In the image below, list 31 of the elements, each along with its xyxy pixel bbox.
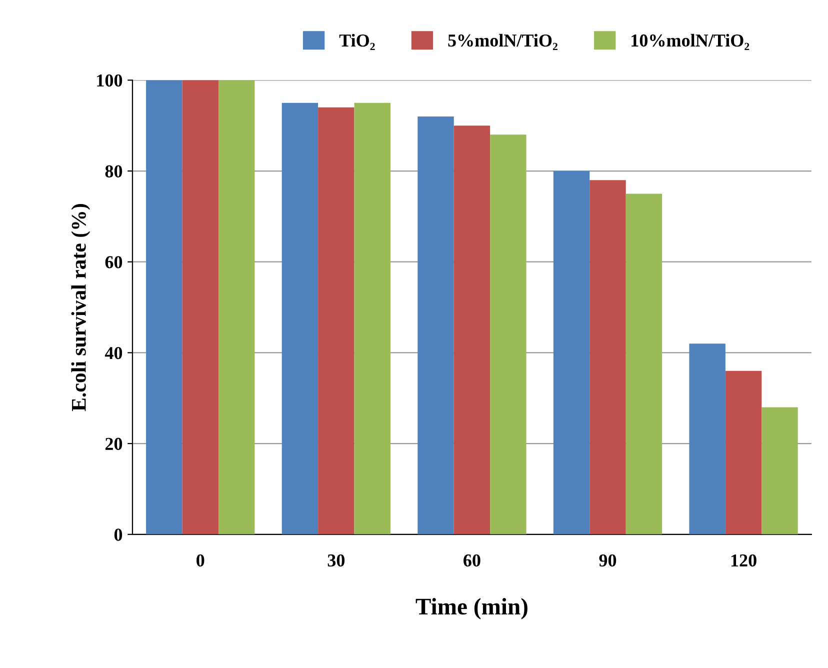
x-axis-title: Time (min) [416,598,528,620]
x-tick-label: 30 [328,554,345,567]
y-tick-label: 80 [105,165,122,178]
bar [490,134,526,534]
legend-label: 10%molN/TiO₂ [632,34,750,50]
x-tick-label: 60 [464,554,480,567]
y-tick-label: 0 [114,528,122,541]
y-tick-label: 40 [104,346,122,360]
bar [418,116,454,534]
bar [354,102,390,534]
bar [318,107,354,534]
bar [454,126,490,534]
bar [762,407,798,534]
bar [553,171,590,534]
legend-label: TiO₂ [339,34,375,50]
x-tick-label: 120 [731,554,756,567]
bar [182,80,218,534]
bar [689,344,726,534]
y-tick-label: 20 [105,438,122,450]
bar [626,194,662,534]
y-tick-label: 60 [105,256,122,268]
bar [218,80,255,534]
y-axis-title: E.coli survival rate (%) [71,204,90,412]
bar [282,102,318,534]
x-tick-label: 0 [196,554,204,567]
y-tick-label: 100 [97,74,122,87]
legend-label: 5%molN/TiO₂ [448,34,558,50]
x-tick-label: 90 [599,554,616,567]
bar [725,370,762,534]
bar [146,80,182,534]
bar [590,180,626,534]
